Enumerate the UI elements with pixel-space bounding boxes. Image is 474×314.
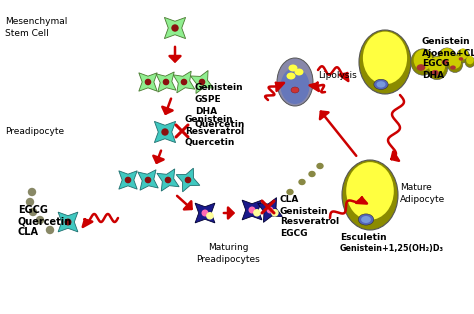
Ellipse shape — [358, 214, 374, 225]
Circle shape — [202, 210, 208, 216]
Text: EGCG: EGCG — [18, 205, 48, 215]
Circle shape — [172, 25, 178, 31]
Polygon shape — [138, 170, 158, 190]
Circle shape — [272, 210, 278, 216]
Ellipse shape — [294, 68, 303, 75]
Ellipse shape — [426, 56, 447, 80]
Ellipse shape — [289, 64, 298, 72]
Circle shape — [182, 79, 187, 84]
Text: Adipocyte: Adipocyte — [400, 196, 445, 204]
Ellipse shape — [417, 64, 425, 71]
Text: Maturing: Maturing — [208, 243, 248, 252]
Text: Preadipocyte: Preadipocyte — [5, 127, 64, 137]
Circle shape — [249, 207, 255, 213]
Ellipse shape — [466, 56, 474, 64]
Text: Stem Cell: Stem Cell — [5, 30, 49, 39]
Ellipse shape — [363, 32, 407, 84]
Text: Genistein: Genistein — [195, 84, 244, 93]
Polygon shape — [173, 71, 195, 93]
Ellipse shape — [309, 171, 315, 176]
Ellipse shape — [277, 58, 313, 106]
Ellipse shape — [287, 190, 293, 194]
Text: Preadipocytes: Preadipocytes — [196, 255, 260, 263]
Text: EGCG: EGCG — [422, 59, 449, 68]
Ellipse shape — [291, 87, 299, 93]
Circle shape — [207, 213, 213, 219]
Polygon shape — [257, 198, 283, 222]
Text: Quercetin: Quercetin — [185, 138, 236, 147]
Circle shape — [29, 208, 36, 215]
Text: EGCG: EGCG — [280, 229, 308, 237]
Text: Lipolysis: Lipolysis — [318, 71, 357, 79]
Polygon shape — [157, 169, 179, 191]
Circle shape — [185, 177, 191, 183]
Ellipse shape — [447, 56, 463, 73]
Circle shape — [200, 79, 205, 84]
Ellipse shape — [286, 73, 295, 79]
Ellipse shape — [411, 49, 435, 75]
Ellipse shape — [281, 68, 310, 104]
Text: GSPE: GSPE — [195, 95, 222, 105]
Polygon shape — [156, 72, 176, 92]
Ellipse shape — [376, 81, 385, 88]
Ellipse shape — [317, 164, 323, 169]
Polygon shape — [242, 200, 262, 220]
Circle shape — [27, 198, 34, 205]
Circle shape — [165, 177, 171, 183]
Text: Ajoene+CLA: Ajoene+CLA — [422, 48, 474, 57]
Text: Genistein: Genistein — [280, 207, 328, 215]
Text: Esculetin: Esculetin — [340, 232, 387, 241]
Circle shape — [65, 219, 71, 225]
Circle shape — [126, 177, 131, 183]
Ellipse shape — [346, 162, 394, 220]
Polygon shape — [139, 73, 157, 91]
Polygon shape — [176, 168, 200, 192]
Text: DHA: DHA — [195, 107, 217, 116]
Ellipse shape — [456, 49, 469, 63]
Ellipse shape — [299, 180, 305, 185]
Ellipse shape — [442, 60, 448, 65]
Ellipse shape — [359, 30, 411, 94]
Ellipse shape — [342, 160, 398, 230]
Ellipse shape — [438, 48, 456, 68]
Text: Genistein: Genistein — [185, 116, 234, 124]
Ellipse shape — [465, 57, 474, 68]
Circle shape — [36, 216, 44, 224]
Ellipse shape — [449, 55, 461, 69]
Polygon shape — [119, 171, 137, 189]
Circle shape — [254, 210, 260, 216]
Ellipse shape — [431, 70, 439, 76]
Circle shape — [164, 79, 169, 84]
Circle shape — [162, 129, 168, 135]
Circle shape — [267, 207, 273, 213]
Ellipse shape — [450, 65, 456, 70]
Circle shape — [46, 226, 54, 234]
Text: DHA: DHA — [422, 71, 444, 79]
Text: Genistein: Genistein — [422, 37, 471, 46]
Ellipse shape — [458, 48, 468, 60]
Polygon shape — [195, 203, 215, 223]
Ellipse shape — [440, 48, 454, 64]
Circle shape — [28, 188, 36, 196]
Text: Mature: Mature — [400, 183, 432, 192]
Polygon shape — [155, 122, 175, 143]
Polygon shape — [191, 71, 213, 94]
Ellipse shape — [414, 50, 432, 70]
Text: CLA: CLA — [18, 227, 39, 237]
Text: Resveratrol: Resveratrol — [280, 218, 339, 226]
Ellipse shape — [361, 216, 371, 223]
Text: Mesenchymal: Mesenchymal — [5, 18, 67, 26]
Text: Resveratrol: Resveratrol — [185, 127, 244, 136]
Ellipse shape — [459, 57, 463, 61]
Ellipse shape — [429, 57, 445, 75]
Circle shape — [146, 177, 151, 183]
Text: Quercetin: Quercetin — [195, 120, 246, 128]
Ellipse shape — [374, 79, 388, 89]
Polygon shape — [164, 17, 186, 39]
Circle shape — [146, 79, 151, 84]
Text: Genistein+1,25(OH₂)D₃: Genistein+1,25(OH₂)D₃ — [340, 243, 444, 252]
Text: CLA: CLA — [280, 196, 300, 204]
Polygon shape — [58, 212, 78, 232]
Text: Quercetin: Quercetin — [18, 216, 72, 226]
